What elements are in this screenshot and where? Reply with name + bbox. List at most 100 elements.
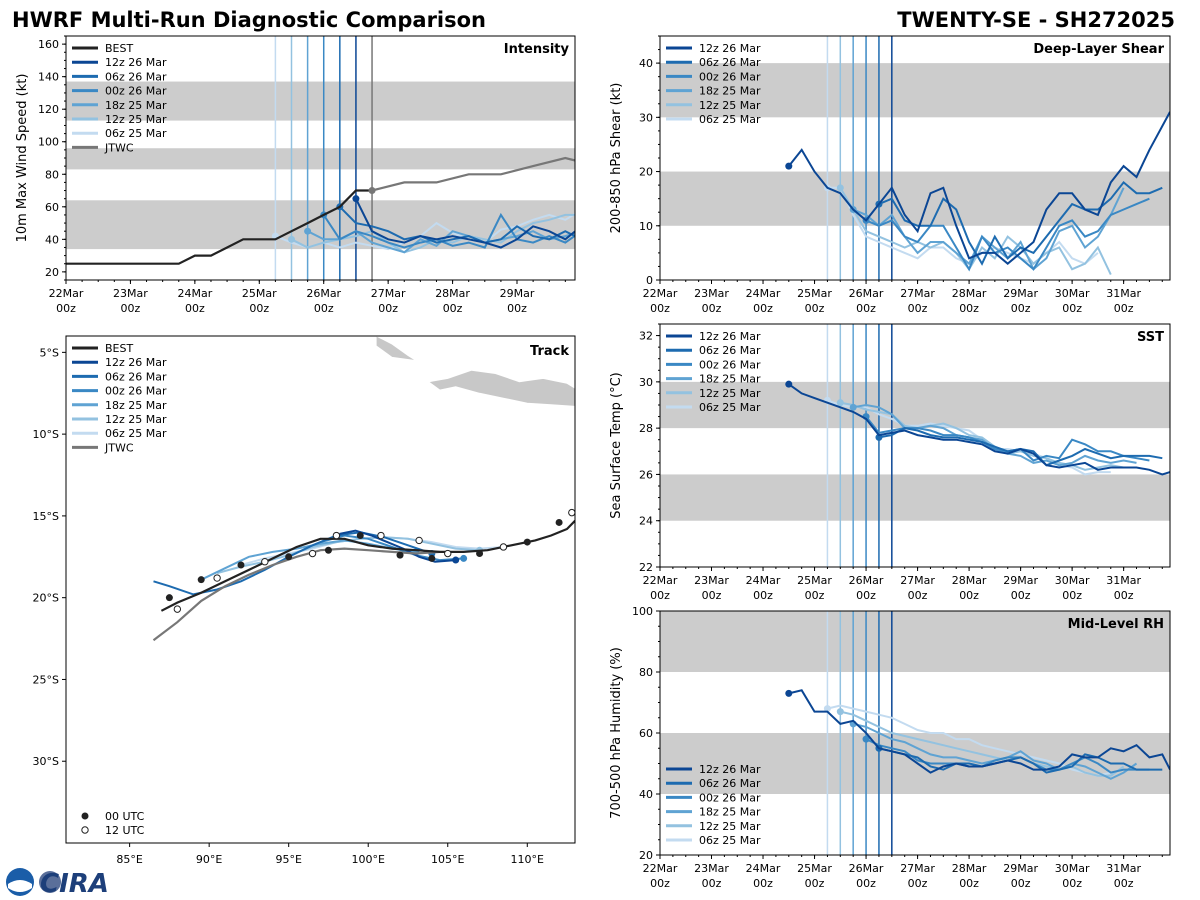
shear-xtick-date-1: 23Mar bbox=[694, 287, 729, 300]
shear-series-3 bbox=[852, 187, 1125, 271]
track-point-12utc bbox=[261, 557, 269, 566]
track-point-12utc bbox=[444, 549, 452, 558]
sst-xtick-hour-1: 00z bbox=[702, 589, 722, 602]
track-point-00utc bbox=[165, 594, 173, 602]
track-legend-label-2: 06z 26 Mar bbox=[105, 370, 167, 383]
intensity-xtick-date-2: 24Mar bbox=[177, 287, 212, 300]
shear-xtick-date-9: 31Mar bbox=[1106, 287, 1141, 300]
shear-series-4-start bbox=[836, 184, 844, 192]
intensity-best-line bbox=[66, 189, 372, 265]
intensity-ytick-label-1: 40 bbox=[45, 233, 59, 246]
sst-xtick-date-2: 24Mar bbox=[746, 574, 781, 587]
shear-band-1 bbox=[660, 63, 1170, 118]
shear-xtick-date-0: 22Mar bbox=[643, 287, 678, 300]
sst-xtick-date-7: 29Mar bbox=[1003, 574, 1038, 587]
intensity-xtick-date-5: 27Mar bbox=[371, 287, 406, 300]
shear-xtick-date-4: 26Mar bbox=[849, 287, 884, 300]
rh-xtick-hour-7: 00z bbox=[1011, 877, 1031, 890]
sst-band-1 bbox=[660, 381, 1170, 429]
track-point-00utc bbox=[476, 550, 484, 558]
track-legend-label-7: JTWC bbox=[104, 441, 134, 454]
shear-ytick-label-0: 0 bbox=[646, 274, 653, 287]
shear-xtick-date-5: 27Mar bbox=[900, 287, 935, 300]
rh-series-5 bbox=[827, 704, 1112, 777]
track-ytick-label-2: 15°S bbox=[33, 510, 59, 523]
intensity-legend-label-3: 00z 26 Mar bbox=[105, 85, 167, 98]
track-legend-label-3: 00z 26 Mar bbox=[105, 385, 167, 398]
cira-logo: CIRA bbox=[6, 868, 109, 899]
intensity-xtick-hour-6: 00z bbox=[443, 302, 463, 315]
rh-series-4-start bbox=[836, 708, 844, 716]
intensity-series-0 bbox=[355, 198, 575, 249]
shear-xtick-hour-6: 00z bbox=[959, 302, 979, 315]
sst-xtick-date-9: 31Mar bbox=[1106, 574, 1141, 587]
intensity-panel-title: Intensity bbox=[504, 42, 570, 57]
intensity-series-1 bbox=[339, 206, 575, 244]
intensity-band-2 bbox=[66, 81, 575, 121]
intensity-ytick-label-7: 160 bbox=[38, 38, 59, 51]
sst-xtick-hour-4: 00z bbox=[856, 589, 876, 602]
rh-xtick-date-5: 27Mar bbox=[900, 862, 935, 875]
sst-legend-label-5: 06z 25 Mar bbox=[699, 401, 761, 414]
intensity-legend-label-4: 18z 25 Mar bbox=[105, 99, 167, 112]
track-marker-legend-12utc: 12 UTC bbox=[105, 824, 145, 837]
rh-ytick-label-4: 100 bbox=[632, 605, 653, 618]
shear-xtick-date-7: 29Mar bbox=[1003, 287, 1038, 300]
sst-xtick-hour-6: 00z bbox=[959, 589, 979, 602]
intensity-xtick-hour-1: 00z bbox=[121, 302, 141, 315]
track-series-2 bbox=[320, 534, 464, 562]
shear-ytick-label-3: 30 bbox=[639, 111, 653, 124]
intensity-ytick-label-4: 100 bbox=[38, 136, 59, 149]
intensity-legend-label-7: JTWC bbox=[104, 141, 134, 154]
intensity-xtick-hour-5: 00z bbox=[378, 302, 398, 315]
sst-ylabel: Sea Surface Temp (°C) bbox=[609, 372, 624, 519]
sst-xtick-date-8: 30Mar bbox=[1055, 574, 1090, 587]
intensity-xtick-hour-4: 00z bbox=[314, 302, 334, 315]
rh-xtick-date-9: 31Mar bbox=[1106, 862, 1141, 875]
rh-ytick-label-2: 60 bbox=[639, 727, 653, 740]
track-point-00utc bbox=[523, 538, 531, 546]
track-xtick-label-0: 85°E bbox=[116, 853, 142, 866]
track-point-12utc bbox=[499, 543, 508, 551]
rh-series-0-start bbox=[785, 689, 793, 697]
track-series-0-point bbox=[452, 556, 460, 564]
sst-ytick-label-4: 30 bbox=[639, 376, 653, 389]
rh-series-5-start bbox=[823, 705, 831, 713]
intensity-xtick-hour-2: 00z bbox=[185, 302, 205, 315]
shear-series-0-start bbox=[785, 162, 793, 170]
rh-series-2 bbox=[865, 738, 1150, 774]
intensity-xtick-hour-3: 00z bbox=[249, 302, 269, 315]
intensity-legend-label-5: 12z 25 Mar bbox=[105, 113, 167, 126]
track-ytick-label-5: 30°S bbox=[33, 755, 59, 768]
intensity-plot-area bbox=[66, 36, 575, 280]
shear-xtick-hour-2: 00z bbox=[753, 302, 773, 315]
track-point-00utc bbox=[197, 576, 205, 584]
intensity-ytick-label-5: 120 bbox=[38, 103, 59, 116]
rh-legend-label-3: 18z 25 Mar bbox=[699, 806, 761, 819]
shear-xtick-hour-9: 00z bbox=[1114, 302, 1134, 315]
sst-axes-frame bbox=[659, 323, 1171, 568]
intensity-series-2 bbox=[322, 212, 575, 249]
sst-xtick-date-6: 28Mar bbox=[952, 574, 987, 587]
sst-panel: 22 24 26 28 30 32 22Mar 00z 23Mar 00z 24Mar 00z 25Ma… bbox=[609, 323, 1171, 602]
rh-xtick-hour-3: 00z bbox=[805, 877, 825, 890]
rh-xtick-hour-6: 00z bbox=[959, 877, 979, 890]
rh-xtick-date-6: 28Mar bbox=[952, 862, 987, 875]
track-point-00utc bbox=[396, 551, 404, 559]
track-series-1 bbox=[153, 531, 433, 596]
rh-xtick-hour-1: 00z bbox=[702, 877, 722, 890]
track-point-12utc bbox=[332, 531, 341, 540]
rh-legend-label-2: 00z 26 Mar bbox=[699, 791, 761, 804]
rh-legend-label-0: 12z 26 Mar bbox=[699, 763, 761, 776]
track-xtick-label-4: 105°E bbox=[431, 853, 464, 866]
rh-band-0 bbox=[660, 733, 1170, 794]
sst-band-0 bbox=[660, 474, 1170, 521]
storm-id-title: TWENTY-SE - SH272025 bbox=[897, 8, 1175, 32]
rh-ytick-label-3: 80 bbox=[639, 666, 653, 679]
intensity-legend-label-1: 12z 26 Mar bbox=[105, 56, 167, 69]
rh-panel-title: Mid-Level RH bbox=[1068, 617, 1164, 632]
track-point-00utc bbox=[237, 561, 245, 569]
rh-plot-area bbox=[660, 611, 1170, 855]
rh-series-1 bbox=[878, 747, 1163, 774]
intensity-series-3-start bbox=[304, 227, 312, 235]
